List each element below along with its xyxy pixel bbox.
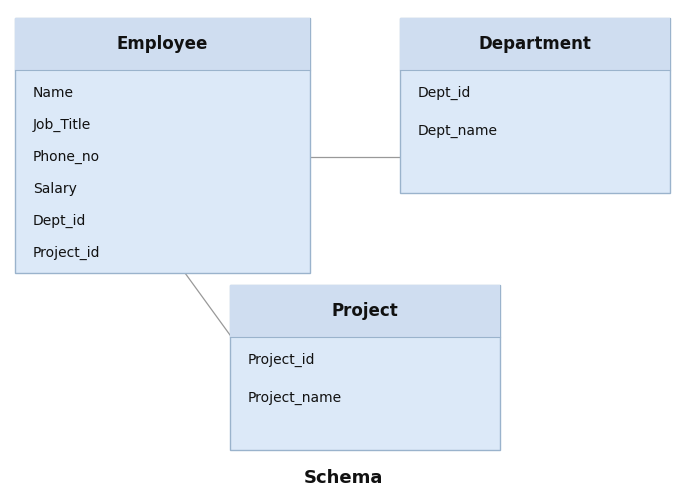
- Text: Dept_id: Dept_id: [418, 86, 471, 100]
- Text: Schema: Schema: [304, 469, 383, 487]
- Text: Department: Department: [479, 35, 592, 53]
- Text: Project: Project: [332, 302, 398, 320]
- Text: Employee: Employee: [117, 35, 208, 53]
- Bar: [15, 18, 310, 273]
- Text: Name: Name: [33, 86, 74, 100]
- Bar: [400, 18, 670, 193]
- Text: Project_name: Project_name: [248, 391, 342, 405]
- Bar: [15, 18, 310, 70]
- Text: Salary: Salary: [33, 182, 77, 196]
- Text: Job_Title: Job_Title: [33, 118, 91, 132]
- Text: Dept_id: Dept_id: [33, 214, 87, 228]
- Bar: [230, 285, 500, 450]
- Bar: [230, 285, 500, 337]
- Text: Phone_no: Phone_no: [33, 150, 100, 164]
- Text: Project_id: Project_id: [248, 353, 315, 367]
- Bar: [400, 18, 670, 70]
- Text: Project_id: Project_id: [33, 246, 100, 260]
- Text: Dept_name: Dept_name: [418, 124, 498, 138]
